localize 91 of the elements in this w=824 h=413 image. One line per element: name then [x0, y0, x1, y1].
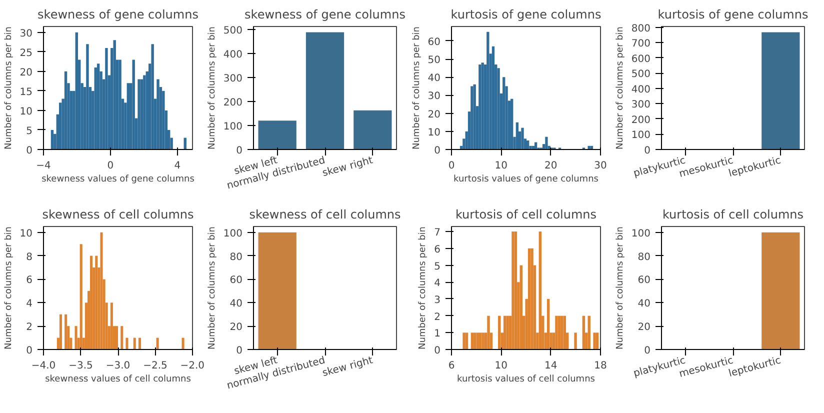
chart-title: skewness of gene columns: [38, 8, 198, 22]
y-tick-label: 5: [26, 126, 33, 137]
y-tick-label: 100: [631, 228, 651, 240]
x-axis-title: kurtosis values of cell columns: [457, 374, 596, 384]
y-tick-label: 20: [638, 322, 651, 334]
y-tick-label: 0: [644, 346, 651, 356]
y-tick-label: 500: [631, 69, 651, 80]
y-tick-label: 20: [20, 67, 33, 78]
y-tick-label: 0: [236, 346, 243, 356]
chart-title: kurtosis of cell columns: [455, 208, 597, 222]
y-tick-label: 800: [631, 23, 651, 34]
y-tick-label: 100: [631, 130, 651, 142]
x-axis-title: skewness values of cell columns: [45, 374, 192, 384]
y-axis-title: Number of columns per bin: [412, 26, 422, 150]
x-tick-label: −3.5: [68, 360, 93, 372]
y-tick-label: 0: [236, 146, 243, 156]
x-tick-label: 30: [594, 160, 607, 172]
y-tick-label: 10: [20, 228, 33, 240]
x-tick-label: 10: [494, 160, 508, 172]
x-tick-label: 6: [448, 360, 455, 372]
x-tick-label: −3.0: [106, 360, 130, 372]
chart-title: kurtosis of gene columns: [450, 8, 602, 22]
x-tick-label: 14: [544, 360, 558, 372]
y-tick-label: 40: [638, 298, 651, 310]
x-tick-label: 4: [174, 160, 181, 172]
chart-title: kurtosis of cell columns: [662, 208, 804, 222]
y-tick-label: 100: [223, 121, 243, 132]
y-tick-label: 300: [223, 73, 243, 84]
y-tick-label: 2: [434, 312, 441, 323]
x-axis-title: skewness values of gene columns: [42, 174, 195, 184]
y-tick-label: 80: [638, 252, 651, 263]
y-tick-label: 30: [428, 91, 441, 102]
y-axis-title: Number of columns per bin: [4, 226, 14, 350]
x-tick-label: 20: [544, 160, 558, 172]
y-tick-label: 6: [434, 244, 441, 256]
x-tick-label: −2.5: [143, 360, 168, 372]
y-axis-title: Number of columns per bin: [207, 26, 218, 150]
y-tick-label: 4: [26, 298, 33, 310]
x-tick-label: 0: [107, 160, 114, 172]
y-tick-label: 5: [434, 261, 441, 272]
y-tick-label: 8: [26, 252, 33, 263]
y-tick-label: 3: [434, 294, 441, 306]
y-tick-label: 700: [631, 38, 651, 50]
y-tick-label: 20: [428, 109, 441, 120]
x-tick-label: −2.0: [180, 360, 205, 372]
x-tick-label: 18: [594, 360, 607, 372]
chart-title: kurtosis of gene columns: [658, 8, 808, 22]
y-tick-label: 20: [230, 322, 243, 334]
y-axis-title: Number of columns per bin: [615, 26, 626, 150]
y-tick-label: 0: [434, 146, 441, 156]
y-tick-label: 60: [428, 36, 441, 48]
y-tick-label: 6: [26, 275, 33, 286]
y-tick-label: 60: [638, 275, 651, 286]
y-tick-label: 200: [223, 97, 243, 108]
x-tick-label: 0: [448, 160, 455, 172]
x-axis-title: kurtosis values of gene columns: [454, 174, 599, 184]
y-tick-label: 400: [223, 49, 243, 60]
y-tick-label: 4: [434, 278, 441, 290]
y-tick-label: 0: [26, 346, 33, 356]
y-tick-label: 2: [26, 322, 33, 334]
y-tick-label: 40: [428, 73, 441, 84]
y-tick-label: 400: [631, 84, 651, 96]
y-axis-title: Number of columns per bin: [4, 26, 14, 150]
y-tick-label: 7: [434, 228, 441, 239]
y-tick-label: 60: [230, 275, 243, 286]
x-tick-label: 10: [494, 360, 508, 372]
y-tick-label: 100: [223, 228, 243, 240]
y-tick-label: 300: [631, 100, 651, 111]
y-tick-label: 15: [20, 86, 33, 98]
chart-title: skewness of gene columns: [244, 8, 406, 22]
y-axis-title: Number of columns per bin: [615, 226, 626, 350]
chart-title: skewness of cell columns: [249, 208, 401, 222]
y-tick-label: 1: [434, 328, 441, 340]
y-axis-title: Number of columns per bin: [207, 226, 218, 350]
y-tick-label: 0: [434, 346, 441, 356]
y-tick-label: 200: [631, 114, 651, 126]
chart-title: skewness of cell columns: [42, 208, 194, 222]
y-tick-label: 0: [26, 146, 33, 156]
y-tick-label: 10: [20, 106, 33, 118]
y-tick-label: 40: [230, 298, 243, 310]
y-tick-label: 500: [223, 25, 243, 36]
y-tick-label: 600: [631, 54, 651, 65]
y-tick-label: 10: [428, 127, 441, 138]
y-tick-label: 80: [230, 252, 243, 263]
y-tick-label: 0: [644, 146, 651, 156]
x-tick-label: −4: [36, 160, 51, 172]
x-tick-label: −4.0: [31, 360, 56, 372]
y-tick-label: 30: [20, 28, 33, 40]
y-axis-title: Number of columns per bin: [418, 226, 428, 350]
y-tick-label: 25: [20, 48, 33, 59]
y-tick-label: 50: [428, 55, 441, 66]
